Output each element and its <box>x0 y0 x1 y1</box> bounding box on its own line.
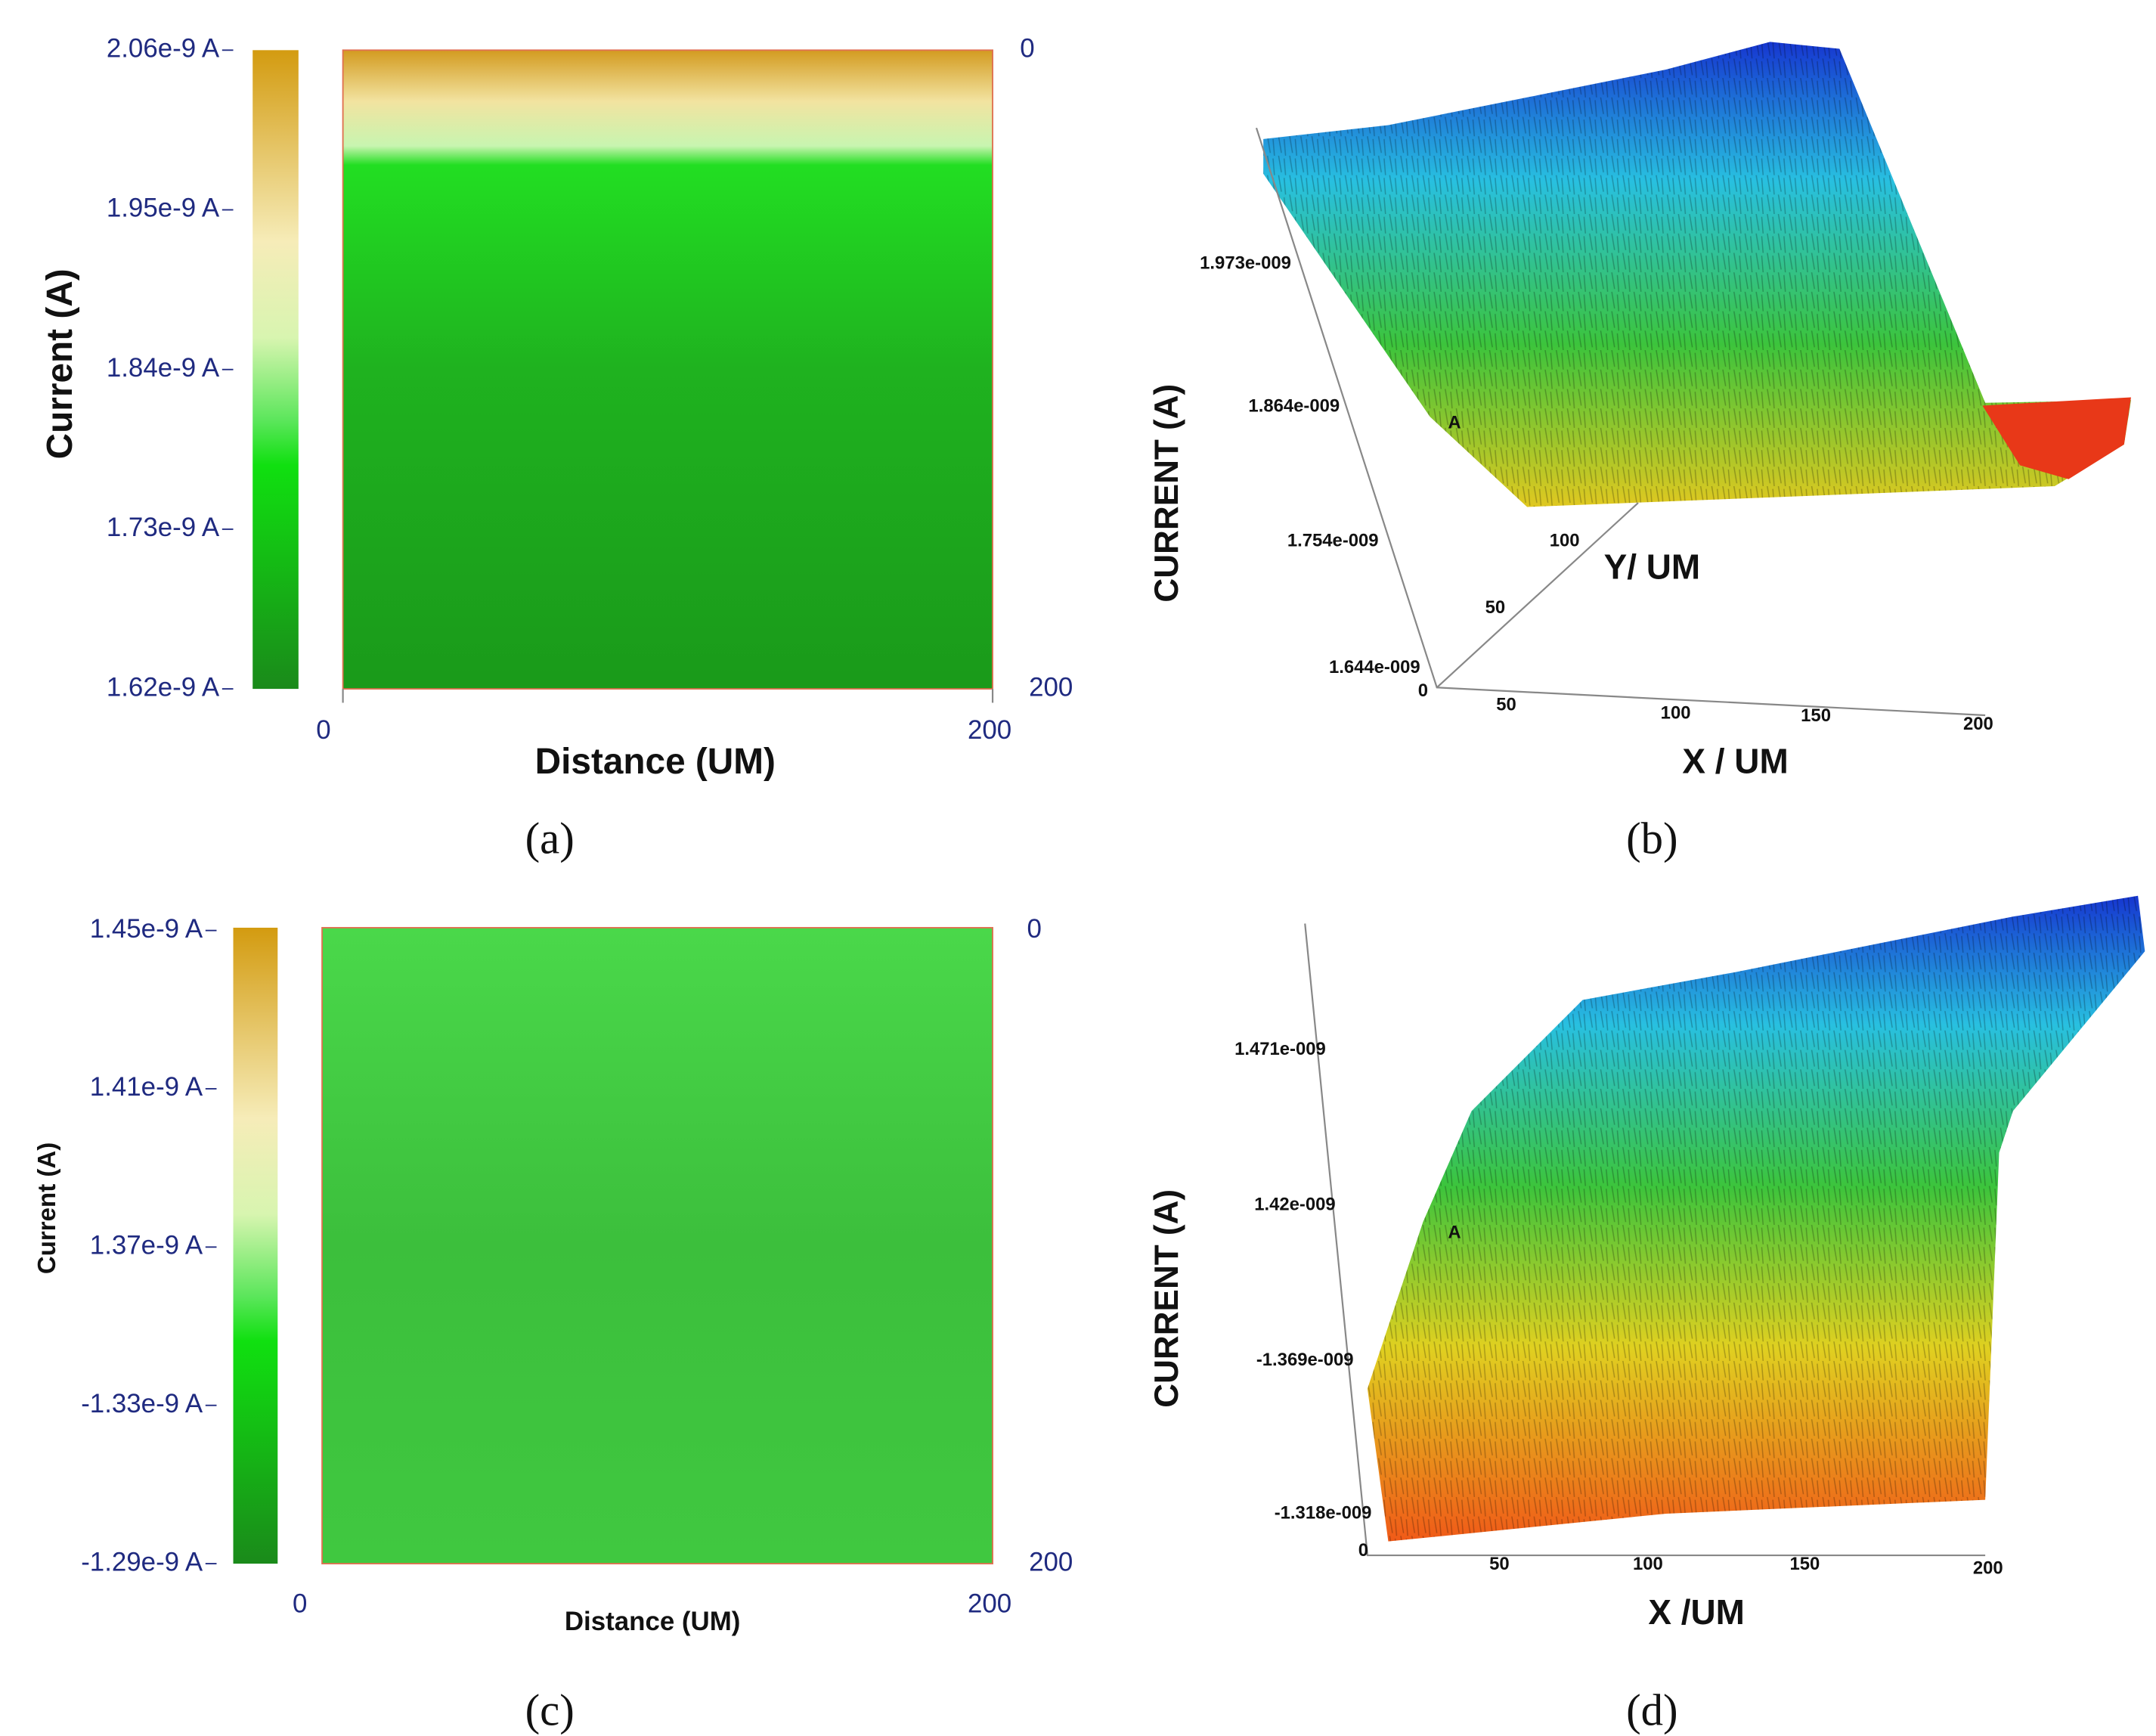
colorbar-tick-label: 2.06e-9 A <box>107 34 220 64</box>
bottom-tick-label: 200 <box>968 1589 1011 1618</box>
right-tick-label: 0 <box>1027 914 1041 944</box>
colorbar-tick-label: 1.45e-9 A <box>90 914 203 944</box>
y-tick-label: 50 <box>1485 597 1506 618</box>
panel-label: (b) <box>1626 814 1678 863</box>
origin-label: 0 <box>1418 680 1428 701</box>
x-tick-label: 50 <box>1489 1554 1510 1574</box>
origin-label: 0 <box>1358 1540 1368 1561</box>
colorbar-tick-label: -1.29e-9 A <box>81 1547 203 1576</box>
z-tick-label: -1.369e-009 <box>1256 1350 1354 1370</box>
z-axis-label: CURRENT (A) <box>1148 1189 1185 1408</box>
colorbar-tick-label: 1.41e-9 A <box>90 1072 203 1102</box>
x-tick-label: 200 <box>1963 714 1993 734</box>
z-tick-label: 1.471e-009 <box>1234 1039 1326 1059</box>
z-tick-label: 1.42e-009 <box>1254 1195 1335 1215</box>
colorbar-tick-label: -1.33e-9 A <box>81 1389 203 1418</box>
z-tick-label: 1.973e-009 <box>1200 253 1291 273</box>
x-tick-label: 150 <box>1801 705 1831 726</box>
axis <box>1304 923 1986 1557</box>
colorbar-tick-label: 1.62e-9 A <box>107 672 220 702</box>
panel-label: (a) <box>525 814 575 863</box>
y-axis-label: Y/ UM <box>1604 547 1701 586</box>
bottom-tick-label: 0 <box>316 715 330 745</box>
colorbar <box>233 927 278 1564</box>
surface-edge <box>1982 397 2131 479</box>
colorbar-tick-label: 1.84e-9 A <box>107 353 220 383</box>
surface-texture <box>1263 42 2131 507</box>
right-tick-label: 200 <box>1029 672 1073 702</box>
x-axis-label: Distance (UM) <box>565 1607 741 1636</box>
y-axis-label: Current (A) <box>40 268 80 459</box>
y-axis-label: Current (A) <box>33 1142 61 1274</box>
marker-label: A <box>1448 413 1461 433</box>
colorbar <box>252 50 299 690</box>
z-tick-label: 1.644e-009 <box>1329 657 1420 677</box>
marker-label: A <box>1448 1222 1461 1242</box>
labels: 2.06e-9 A 1.95e-9 A 1.84e-9 A 1.73e-9 A 1.62… <box>33 34 2003 1735</box>
axis <box>1436 502 1639 689</box>
colorbar-tick-label: 1.95e-9 A <box>107 194 220 223</box>
panel-label: (d) <box>1626 1686 1678 1735</box>
colorbar-tick-label: 1.73e-9 A <box>107 513 220 542</box>
x-tick-label: 200 <box>1973 1558 2003 1579</box>
z-tick-label: 1.864e-009 <box>1248 396 1340 417</box>
right-tick-label: 200 <box>1029 1547 1073 1576</box>
colorbar-tick-label: 1.37e-9 A <box>90 1231 203 1260</box>
right-tick-label: 0 <box>1020 34 1034 64</box>
x-tick-label: 100 <box>1661 702 1691 723</box>
x-axis-label: X / UM <box>1682 741 1788 780</box>
z-tick-label: 1.754e-009 <box>1287 531 1379 551</box>
heatmap <box>342 49 993 690</box>
x-tick-label: 100 <box>1633 1554 1663 1574</box>
z-axis-label: CURRENT (A) <box>1148 384 1185 603</box>
surface-texture <box>1367 895 2145 1542</box>
x-axis-label: X /UM <box>1648 1592 1745 1632</box>
x-tick-label: 150 <box>1789 1554 1820 1574</box>
x-axis-label: Distance (UM) <box>535 742 776 782</box>
z-tick-label: -1.318e-009 <box>1275 1502 1372 1523</box>
y-tick-label: 100 <box>1550 531 1580 551</box>
panel-label: (c) <box>525 1686 575 1735</box>
x-tick-label: 50 <box>1496 694 1516 715</box>
bottom-tick-label: 200 <box>968 715 1011 745</box>
bottom-tick-label: 0 <box>293 1589 307 1618</box>
heatmap <box>321 927 993 1564</box>
